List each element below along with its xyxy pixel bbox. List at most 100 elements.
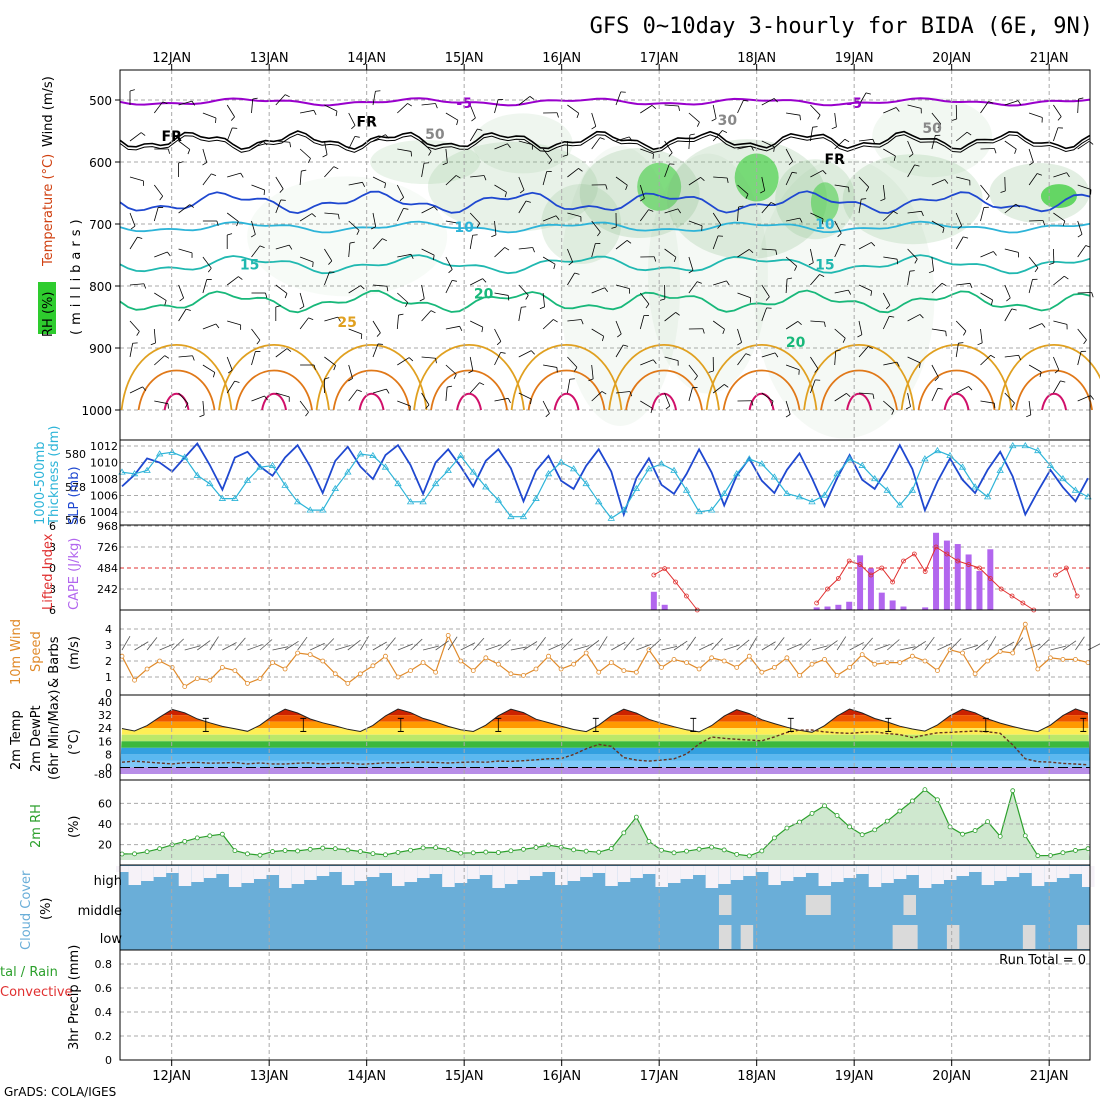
wind-barb (712, 638, 723, 650)
wind-barb-flag (227, 234, 232, 235)
wind-barb (130, 133, 141, 141)
wind-barb-flag (577, 113, 579, 118)
wind-speed-point (258, 677, 262, 681)
rh-point (697, 847, 701, 851)
wind10m-label-1: 10m Wind (9, 619, 24, 685)
high-cloud-gap (279, 866, 292, 888)
wind-barb (135, 642, 149, 650)
pressure-tick-label: 800 (89, 280, 112, 294)
wind-barb (592, 138, 600, 149)
bottom-date-label: 18JAN (737, 1069, 776, 1084)
wind-barb-flag (409, 358, 413, 361)
wind-speed-point (572, 662, 576, 666)
wind-speed-point (923, 659, 927, 663)
rh-point (296, 849, 300, 853)
wind-barb-flag (208, 268, 211, 272)
wind-speed-point (760, 670, 764, 674)
precip-total-label: tal / Rain (0, 965, 58, 980)
wind-barb-flag (199, 415, 204, 417)
wind-barb (1005, 101, 1018, 105)
wind-speed-point (208, 678, 212, 682)
low-cloud-gap (1077, 925, 1090, 949)
high-cloud-gap (869, 866, 882, 887)
temp-contour-30 (1016, 370, 1092, 410)
cape-bar (651, 592, 657, 610)
rh-point (496, 850, 500, 854)
temp-tick-label: 24 (98, 722, 112, 735)
high-cloud-gap (768, 866, 781, 885)
wind-speed-point (496, 662, 500, 666)
cape-bar (662, 605, 668, 610)
rh-point (572, 848, 576, 852)
wind-barb (300, 318, 308, 329)
wind-barb-flag (1006, 298, 1010, 301)
temp-band (120, 735, 1090, 742)
wind-barb-flag (130, 90, 135, 91)
wind-barb (179, 393, 188, 403)
wind-barb (1029, 149, 1033, 162)
wind-barb-flag (300, 306, 304, 309)
rh-point (534, 845, 538, 849)
high-cloud-gap (881, 866, 894, 883)
temp-tick-label: 40 (98, 696, 112, 709)
wind-barb (738, 100, 744, 113)
high-cloud-gap (317, 866, 330, 876)
wind-barb-flag (1060, 381, 1065, 382)
contour-label: 20 (786, 335, 806, 351)
wind-barb (470, 321, 483, 327)
rh-point (559, 845, 563, 849)
wind-barb (837, 637, 846, 650)
high-cloud-gap (267, 866, 280, 875)
rh-point (973, 829, 977, 833)
temp-band (120, 761, 1090, 768)
high-cloud-gap (329, 866, 342, 872)
wind-barb (523, 642, 537, 650)
wind-barb-flag (137, 331, 140, 335)
high-cloud-gap (179, 866, 192, 886)
wind-barb (549, 643, 564, 650)
rh-point (333, 847, 337, 851)
wind-barb-flag (334, 167, 338, 169)
wind-barb-flag (861, 199, 866, 200)
wind10m-label-2: Speed (29, 631, 44, 672)
low-cloud-gap (893, 925, 918, 949)
temp-tick-label: 32 (98, 709, 112, 722)
wind-speed-point (220, 665, 224, 669)
wind-barb (1078, 246, 1086, 257)
mid-cloud-gap (719, 895, 732, 915)
rh-area (120, 790, 1090, 860)
rh-point (484, 850, 488, 854)
wind-barb-flag (600, 138, 605, 140)
wind-barb-flag (257, 340, 260, 344)
wind-barb (276, 177, 283, 189)
li-line (654, 547, 1077, 610)
precip-tick-label: 0.4 (95, 1006, 113, 1019)
wind-barb (349, 113, 355, 125)
rh-point (1036, 854, 1040, 858)
rh-contour-blob (247, 176, 447, 296)
wind-barb (252, 396, 265, 401)
high-cloud-gap (543, 866, 556, 872)
wind-barb (227, 357, 232, 370)
wind-barb-flag (849, 187, 850, 192)
wind-barb-flag (986, 196, 989, 200)
temp-contour-30 (431, 370, 507, 410)
wind-speed-point (1073, 657, 1077, 661)
temp-contour-35 (555, 394, 579, 410)
wind-barb (130, 177, 143, 181)
wind-barb (130, 321, 139, 331)
wind-barb (300, 149, 310, 158)
contour-label: 50 (425, 127, 445, 143)
wind-barb-flag (690, 134, 695, 135)
top-date-label: 18JAN (737, 51, 776, 66)
high-cloud-gap (944, 866, 957, 880)
temp-band (120, 709, 1090, 716)
wind-barb (749, 636, 757, 650)
cape-bar (976, 571, 982, 610)
high-cloud-gap (831, 866, 844, 882)
lifted-index-label: Lifted Index (41, 533, 56, 610)
wind-barb (762, 98, 774, 105)
wind-barb (203, 324, 216, 329)
wind-speed-point (747, 654, 751, 658)
wind-barb-flag (969, 386, 972, 390)
